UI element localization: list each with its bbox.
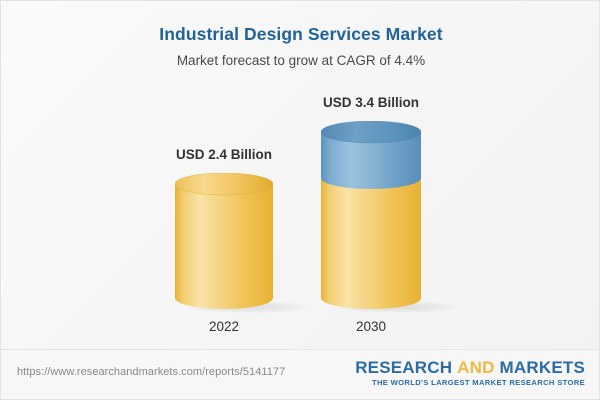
cylinder-bar-2030[interactable] [321, 121, 421, 309]
brand-logo[interactable]: RESEARCH AND MARKETS THE WORLD'S LARGEST… [355, 358, 585, 388]
category-label-2030: 2030 [355, 319, 387, 334]
page-title: Industrial Design Services Market [159, 24, 443, 44]
logo-word-markets: MARKETS [499, 358, 585, 377]
footer: https://www.researchandmarkets.com/repor… [1, 350, 599, 399]
footer-divider [1, 349, 599, 350]
logo-word-research: RESEARCH [355, 358, 453, 377]
logo-wordmark: RESEARCH AND MARKETS [355, 358, 585, 377]
value-label-2030: USD 3.4 Billion [322, 95, 420, 110]
logo-word-and: AND [457, 358, 495, 377]
logo-tagline: THE WORLD'S LARGEST MARKET RESEARCH STOR… [371, 378, 585, 387]
cylinder-bar-2022[interactable] [175, 173, 273, 309]
category-label-2022: 2022 [208, 319, 240, 334]
chart-header: Industrial Design Services Market Market… [1, 23, 599, 70]
value-label-2022: USD 2.4 Billion [175, 147, 273, 162]
source-url[interactable]: https://www.researchandmarkets.com/repor… [17, 366, 286, 378]
chart-plot-area: USD 2.4 Billion [1, 1, 599, 349]
chart-subtitle: Market forecast to grow at CAGR of 4.4% [176, 53, 426, 68]
